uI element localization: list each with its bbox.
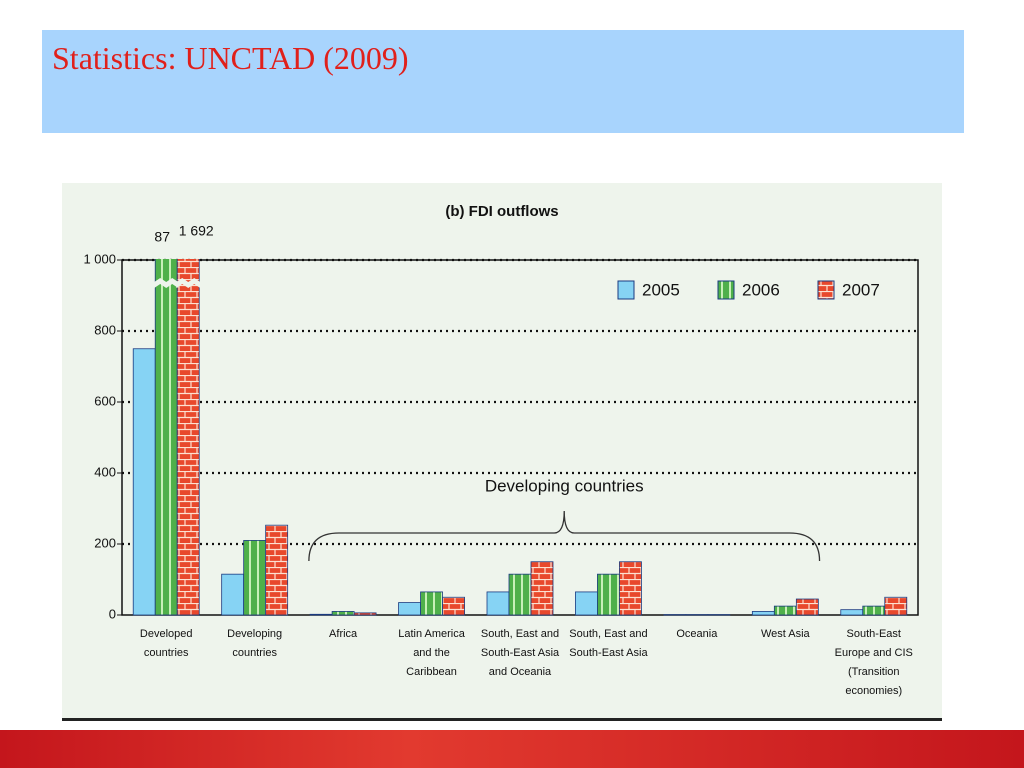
header: Statistics: UNCTAD (2009) [42, 30, 964, 133]
bar [353, 612, 377, 616]
legend-label: 2007 [842, 280, 880, 299]
bar [243, 540, 267, 616]
chart-panel: (b) FDI outflows 0 200 400 600 800 1 000 87 1 6… [62, 183, 942, 721]
legend-swatch [817, 280, 835, 300]
x-tick-label: Developed countries [139, 628, 193, 659]
x-tick-label: South, East and South-East Asia [569, 628, 648, 659]
legend-swatch [717, 280, 735, 300]
bar [840, 609, 864, 616]
x-tick-label: Oceania [676, 628, 718, 640]
bar [795, 598, 819, 616]
bar [773, 605, 797, 616]
bar [884, 596, 908, 616]
bar [265, 524, 289, 616]
bar [508, 573, 532, 616]
x-tick-label: South, East and South-East Asia and Ocea… [480, 628, 560, 678]
slide-title: Statistics: UNCTAD (2009) [52, 40, 409, 76]
bar [486, 591, 510, 616]
footer-band [0, 730, 1024, 768]
bar [132, 348, 156, 616]
legend-label: 2005 [642, 280, 680, 299]
axis-break [154, 278, 179, 288]
annotation: 1 692 [179, 223, 214, 239]
x-tick-label: Developing countries [227, 628, 283, 659]
x-tick-label: Latin America and the Caribbean [398, 628, 465, 678]
y-tick-label: 200 [94, 535, 116, 550]
bar [575, 591, 598, 616]
y-tick-label: 400 [94, 464, 116, 479]
chart-title: (b) FDI outflows [445, 203, 558, 220]
y-tick-label: 800 [94, 322, 116, 337]
x-tick-label: South-East Europe and CIS (Transition ec… [834, 628, 913, 697]
legend-label: 2006 [742, 280, 780, 299]
bar [597, 573, 620, 616]
chart: (b) FDI outflows 0 200 400 600 800 1 000 87 1 6… [83, 203, 919, 621]
bar [751, 611, 775, 616]
bar [221, 573, 245, 616]
y-tick-label: 0 [109, 606, 116, 621]
bar [398, 602, 421, 616]
bar [420, 591, 443, 616]
y-tick-label: 600 [94, 393, 116, 408]
axis-break [176, 278, 201, 288]
bars [132, 259, 908, 616]
bar [176, 259, 200, 616]
x-tick-label: Africa [329, 628, 358, 640]
bar [619, 561, 642, 616]
bar [442, 596, 465, 616]
x-tick-label: West Asia [760, 628, 810, 640]
bar [530, 561, 554, 616]
bar [331, 611, 355, 616]
bar [862, 605, 886, 616]
annotation: Developing countries [485, 476, 644, 495]
y-tick-label: 1 000 [83, 251, 116, 266]
legend-swatch [617, 280, 635, 300]
brace [308, 510, 821, 562]
annotation: 87 [154, 229, 170, 245]
bar [309, 613, 333, 616]
plot-frame [121, 259, 919, 616]
